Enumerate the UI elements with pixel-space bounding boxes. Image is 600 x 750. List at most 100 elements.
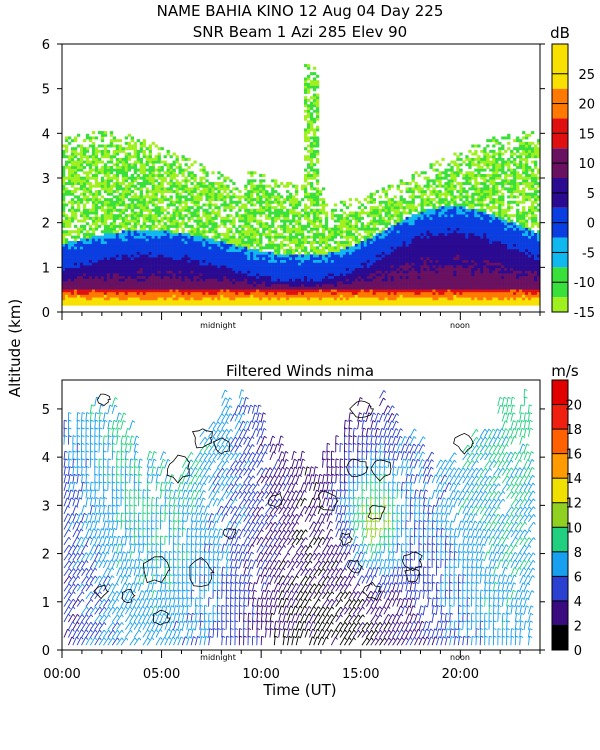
snr-cell [106,187,111,191]
snr-cell [73,297,78,301]
snr-cell [342,265,347,269]
snr-cell [312,171,317,175]
snr-cell [348,275,353,279]
snr-cell [97,168,102,172]
snr-cell [277,198,281,202]
snr-cell [118,208,123,212]
snr-cell [274,297,278,301]
snr-cell [286,219,290,223]
snr-cell [223,208,227,212]
snr-cell [109,230,114,234]
snr-cell [387,238,391,242]
snr-cell [211,297,215,301]
snr-cell [384,278,388,282]
snr-cell [178,251,182,255]
snr-cell [133,187,137,191]
snr-cell [133,216,137,220]
snr-cell [306,195,311,199]
snr-cell [154,168,158,172]
snr-cell [67,262,72,266]
snr-cell [121,165,126,169]
snr-cell [378,299,382,303]
snr-cell [184,206,188,210]
snr-cell [175,155,179,159]
snr-cell [88,278,93,282]
snr-cell [73,281,78,285]
snr-cell [339,270,344,274]
snr-cell [88,182,93,185]
snr-cell [196,281,200,285]
snr-cell [62,235,66,239]
snr-cell [100,265,105,269]
snr-cell [139,171,143,175]
snr-cell [193,173,197,177]
snr-cell [70,281,75,285]
snr-cell [321,211,326,215]
snr-cell [292,184,296,188]
snr-cell [292,224,296,228]
snr-cell [217,171,221,175]
snr-cell [303,281,308,285]
snr-cell [148,152,152,156]
snr-cell [271,224,275,228]
snr-cell [390,294,394,298]
snr-cell [309,230,314,234]
snr-cell [106,216,111,220]
snr-cell [265,216,269,220]
snr-cell [217,262,221,266]
snr-cell [115,208,120,212]
snr-cell [384,230,388,234]
snr-cell [190,257,194,261]
snr-cell [253,302,257,306]
snr-cell [241,243,245,247]
snr-cell [160,216,164,220]
snr-cell [348,267,353,271]
snr-cell [306,144,311,148]
snr-cell [103,179,108,183]
snr-cell [205,262,209,266]
snr-cell [142,235,146,239]
snr-cell [85,208,90,212]
snr-cell [289,182,293,185]
snr-cell [229,262,233,266]
snr-cell [79,187,84,191]
snr-cell [381,259,385,263]
snr-cell [321,286,326,290]
snr-cell [303,224,308,228]
snr-cell [160,165,164,169]
snr-cell [73,302,78,306]
snr-cell [295,184,299,188]
snr-cell [315,216,320,220]
snr-cell [390,291,394,295]
snr-cell [232,270,236,274]
snr-cell [303,133,308,137]
snr-cell [184,235,188,239]
snr-cell [214,227,218,231]
snr-cell [292,208,296,212]
snr-cell [235,246,239,250]
snr-cell [235,203,239,207]
snr-cell [109,235,114,239]
snr-cell [154,187,158,191]
snr-cell [115,216,120,220]
snr-cell [82,249,87,252]
snr-cell [82,190,87,194]
snr-cell [157,155,161,159]
snr-cell [100,283,105,287]
snr-cell [118,281,123,285]
snr-cell [217,243,221,247]
snr-cell [321,235,326,239]
snr-cell [223,262,227,266]
snr-cell [91,240,96,244]
snr-cell [303,139,308,143]
snr-cell [318,294,323,298]
snr-cell [145,163,149,167]
snr-cell [283,262,287,266]
snr-cell [166,246,170,250]
snr-cell [274,265,278,269]
snr-cell [169,262,173,266]
snr-cell [172,294,176,298]
snr-cell [265,235,269,239]
snr-cell [306,211,311,215]
snr-cell [271,216,275,220]
